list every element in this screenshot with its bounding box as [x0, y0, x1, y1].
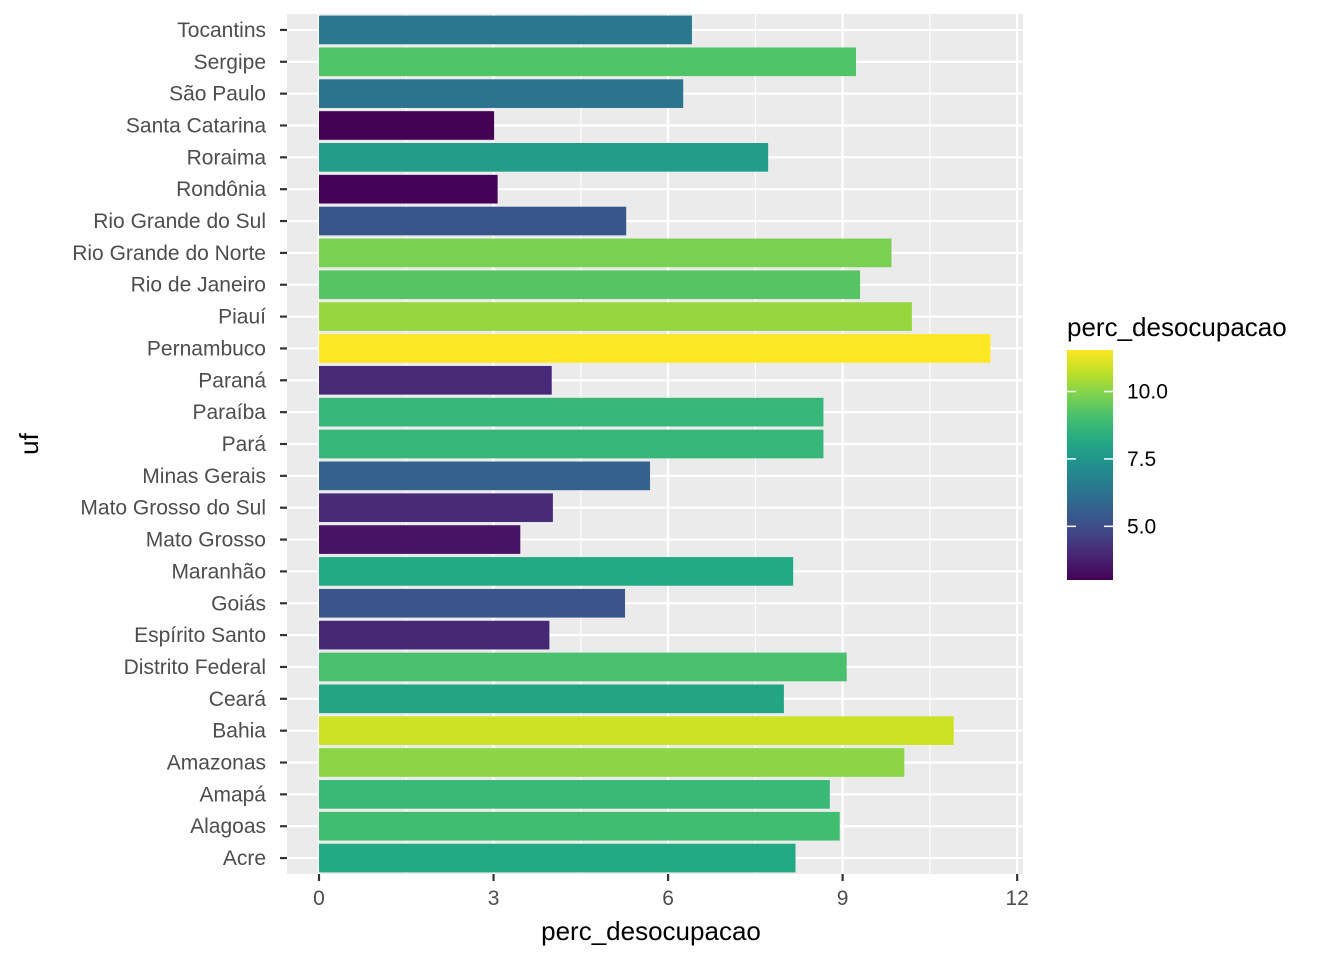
- y-tick-label: Rondônia: [176, 178, 266, 201]
- x-tick-label: 9: [837, 887, 849, 910]
- legend-tick-label: 5.0: [1127, 515, 1156, 538]
- bar: [319, 111, 495, 140]
- y-axis-title: uf: [14, 432, 44, 454]
- y-tick-label: Tocantins: [177, 19, 266, 42]
- bar: [319, 79, 684, 108]
- legend: perc_desocupacao 5.0 7.5 10.0: [1067, 312, 1287, 580]
- y-tick-label: Maranhão: [171, 560, 266, 583]
- legend-ticks: 5.0 7.5 10.0: [1067, 381, 1168, 538]
- legend-colorbar: [1067, 350, 1113, 580]
- bar: [319, 780, 830, 809]
- bar: [319, 461, 651, 491]
- y-axis: Tocantins Sergipe São Paulo Santa Catarina R…: [72, 19, 287, 870]
- y-tick-label: Roraima: [187, 146, 267, 169]
- bar: [319, 15, 692, 45]
- bar: [319, 47, 857, 77]
- bar: [319, 588, 626, 618]
- y-tick-label: Paraná: [198, 369, 266, 392]
- x-axis: 0 3 6 9 12: [313, 874, 1029, 910]
- bars: [319, 15, 991, 873]
- bar: [319, 302, 912, 331]
- y-tick-label: Espírito Santo: [134, 624, 266, 647]
- bar: [319, 270, 861, 300]
- bar: [319, 493, 553, 523]
- y-tick-label: Pernambuco: [147, 337, 266, 360]
- bar: [319, 174, 498, 204]
- y-tick-label: Alagoas: [190, 815, 266, 838]
- bar: [319, 557, 794, 586]
- y-tick-label: Mato Grosso: [146, 529, 266, 552]
- legend-title: perc_desocupacao: [1067, 312, 1287, 342]
- y-tick-label: Acre: [223, 847, 266, 870]
- bar: [319, 843, 796, 873]
- y-tick-label: Rio Grande do Sul: [93, 210, 266, 233]
- y-tick-label: Ceará: [209, 688, 267, 711]
- x-tick-label: 3: [488, 887, 500, 910]
- bar: [319, 206, 627, 236]
- y-tick-label: Santa Catarina: [126, 114, 266, 137]
- bar: [319, 748, 905, 777]
- bar: [319, 652, 847, 682]
- bar: [319, 143, 769, 172]
- bar: [319, 365, 552, 395]
- legend-tick-label: 10.0: [1127, 381, 1168, 404]
- y-tick-label: Amapá: [199, 783, 266, 806]
- bar: [319, 525, 521, 554]
- bar: [319, 429, 824, 459]
- y-tick-label: Rio Grande do Norte: [72, 242, 266, 265]
- bar: [319, 334, 991, 363]
- y-tick-label: Goiás: [211, 592, 266, 615]
- bar: [319, 811, 840, 841]
- x-tick-label: 12: [1006, 887, 1029, 910]
- y-tick-label: Amazonas: [167, 752, 266, 775]
- bar: [319, 716, 954, 745]
- y-tick-label: Paraíba: [192, 401, 266, 424]
- y-tick-label: Mato Grosso do Sul: [80, 497, 266, 520]
- y-tick-label: Rio de Janeiro: [131, 274, 266, 297]
- x-tick-label: 6: [662, 887, 674, 910]
- y-tick-label: Sergipe: [194, 51, 266, 74]
- bar: [319, 397, 824, 427]
- y-tick-label: São Paulo: [169, 83, 266, 106]
- bar: [319, 238, 892, 268]
- x-tick-label: 0: [313, 887, 325, 910]
- x-axis-title: perc_desocupacao: [541, 916, 761, 946]
- legend-tick-label: 7.5: [1127, 448, 1156, 471]
- y-tick-label: Bahia: [212, 720, 266, 743]
- y-tick-label: Distrito Federal: [124, 656, 266, 679]
- y-tick-label: Pará: [222, 433, 267, 456]
- bar: [319, 620, 550, 650]
- y-tick-label: Piauí: [218, 306, 266, 329]
- bar: [319, 684, 784, 714]
- y-tick-label: Minas Gerais: [142, 465, 266, 488]
